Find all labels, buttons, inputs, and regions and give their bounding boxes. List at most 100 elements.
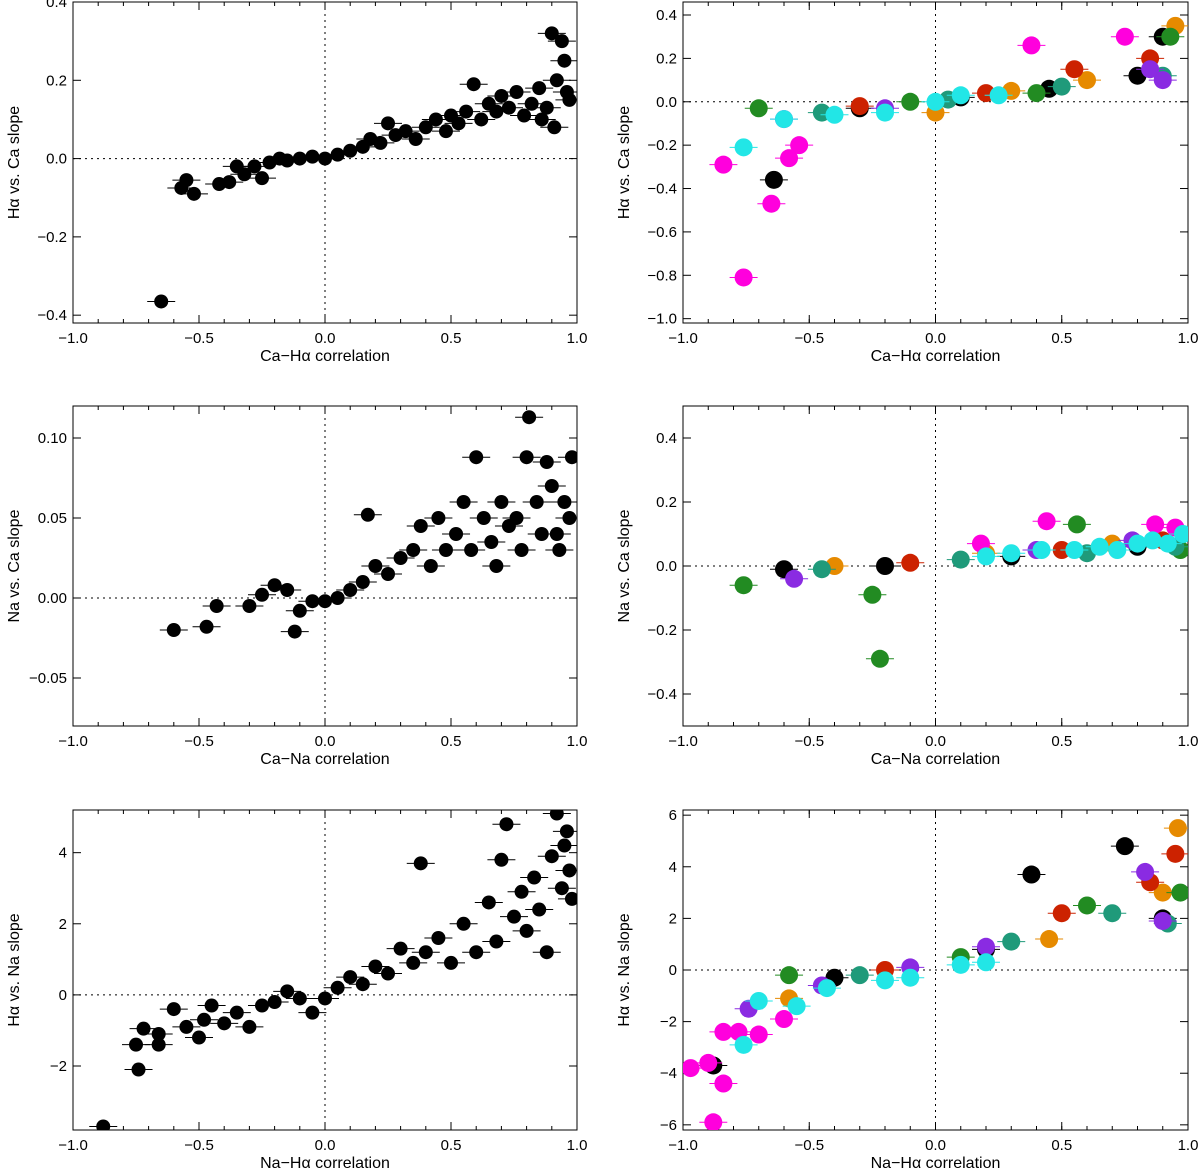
data-point-all-stars bbox=[431, 511, 446, 525]
data-point-all-stars bbox=[393, 941, 408, 956]
data-point-orange bbox=[1040, 930, 1059, 949]
data-point-all-stars bbox=[539, 455, 554, 469]
data-point-all-stars bbox=[509, 511, 524, 525]
data-point-all-stars bbox=[474, 112, 489, 127]
x-tick-label: 0.5 bbox=[441, 733, 462, 750]
data-point-purple bbox=[977, 937, 995, 956]
data-point-all-stars bbox=[406, 543, 421, 557]
data-point-all-stars bbox=[237, 167, 252, 182]
data-point-all-stars bbox=[438, 124, 453, 139]
data-point-all-stars bbox=[355, 977, 370, 992]
panel-na-ha-all: −1.0 −0.5 0.0 0.5 1.0 −2 0 2 4 Na−Hα correlation H… bbox=[6, 809, 587, 1168]
data-point-all-stars bbox=[509, 85, 524, 100]
data-point-black bbox=[876, 557, 894, 575]
data-point-all-stars bbox=[423, 559, 438, 573]
data-point-all-stars bbox=[501, 100, 516, 115]
data-point-all-stars bbox=[489, 934, 504, 949]
data-point-all-stars bbox=[431, 931, 446, 945]
y-tick-label: −2 bbox=[660, 1014, 677, 1031]
x-axis-title: Ca−Na correlation bbox=[260, 751, 389, 768]
data-point-cyan bbox=[1002, 544, 1021, 563]
data-points bbox=[709, 16, 1188, 287]
y-tick-label: 0 bbox=[59, 987, 67, 1004]
data-point-all-stars bbox=[517, 108, 532, 123]
data-point-all-stars bbox=[464, 543, 479, 557]
data-point-green bbox=[1171, 883, 1188, 902]
data-point-all-stars bbox=[418, 945, 433, 960]
data-point-all-stars bbox=[494, 88, 509, 103]
y-tick-label: 4 bbox=[669, 859, 677, 876]
data-point-all-stars bbox=[532, 81, 547, 96]
data-point-cyan bbox=[775, 110, 793, 129]
y-axis-title: Na vs. Ca slope bbox=[6, 509, 23, 622]
y-axis-title: Hα vs. Na slope bbox=[6, 913, 23, 1026]
data-point-all-stars bbox=[539, 945, 554, 960]
data-point-all-stars bbox=[255, 171, 269, 186]
data-point-all-stars bbox=[418, 120, 433, 135]
data-point-all-stars bbox=[456, 916, 471, 931]
data-point-cyan bbox=[876, 971, 894, 990]
data-point-magenta bbox=[734, 268, 753, 287]
data-point-all-stars bbox=[305, 149, 320, 164]
data-point-all-stars bbox=[544, 26, 559, 41]
x-tick-label: −0.5 bbox=[794, 733, 824, 750]
data-point-all-stars bbox=[547, 120, 562, 135]
x-tick-label: −1.0 bbox=[58, 330, 88, 347]
y-axis-title: Hα vs. Ca slope bbox=[6, 106, 23, 219]
data-point-all-stars bbox=[247, 159, 262, 174]
data-point-all-stars bbox=[562, 92, 577, 107]
data-point-all-stars bbox=[96, 1119, 111, 1130]
data-point-all-stars bbox=[476, 511, 491, 525]
x-tick-label: 0.5 bbox=[1051, 330, 1072, 347]
data-point-all-stars bbox=[499, 817, 514, 832]
data-point-cyan bbox=[951, 86, 970, 105]
data-point-all-stars bbox=[292, 151, 307, 166]
data-point-all-stars bbox=[527, 870, 542, 885]
data-point-cyan bbox=[1065, 541, 1084, 559]
y-tick-label: 0.05 bbox=[38, 510, 67, 527]
x-tick-label: 0.5 bbox=[441, 1137, 462, 1154]
data-point-magenta bbox=[775, 1010, 793, 1029]
y-tick-label: 2 bbox=[669, 910, 677, 927]
y-tick-label: 4 bbox=[59, 845, 67, 862]
x-tick-label: 0.5 bbox=[441, 330, 462, 347]
data-points bbox=[729, 512, 1188, 668]
data-points bbox=[89, 810, 577, 1130]
data-point-all-stars bbox=[197, 1012, 212, 1027]
data-point-red bbox=[850, 97, 869, 116]
data-point-all-stars bbox=[330, 980, 345, 995]
y-tick-label: −1.0 bbox=[647, 311, 677, 328]
data-point-purple bbox=[785, 569, 804, 588]
y-tick-label: 0.10 bbox=[38, 430, 67, 447]
x-tick-label: −0.5 bbox=[184, 330, 214, 347]
data-point-all-stars bbox=[166, 623, 181, 637]
data-point-cyan bbox=[1090, 537, 1109, 556]
data-point-all-stars bbox=[524, 96, 539, 111]
data-point-all-stars bbox=[287, 624, 302, 639]
data-point-cyan bbox=[1158, 534, 1177, 553]
data-point-all-stars bbox=[131, 1062, 146, 1077]
data-point-all-stars bbox=[466, 77, 481, 92]
data-point-green bbox=[1161, 27, 1180, 46]
x-tick-label: −1.0 bbox=[668, 330, 698, 347]
data-point-all-stars bbox=[514, 543, 529, 557]
data-point-magenta bbox=[1115, 27, 1134, 46]
y-tick-label: −0.8 bbox=[647, 267, 677, 284]
data-point-all-stars bbox=[456, 495, 471, 509]
x-axis-title: Ca−Hα correlation bbox=[871, 348, 1001, 365]
data-point-cyan bbox=[734, 1035, 753, 1054]
data-point-teal bbox=[1052, 77, 1071, 96]
data-point-black bbox=[1022, 865, 1041, 884]
data-point-green bbox=[1027, 84, 1046, 103]
data-point-cyan bbox=[977, 953, 995, 972]
data-point-all-stars bbox=[255, 998, 269, 1013]
data-point-magenta bbox=[1146, 515, 1165, 534]
x-tick-label: −1.0 bbox=[668, 1137, 698, 1154]
y-tick-label: 6 bbox=[669, 807, 677, 824]
y-tick-label: −0.2 bbox=[647, 137, 677, 154]
data-point-all-stars bbox=[242, 599, 257, 613]
data-point-magenta bbox=[1037, 512, 1056, 531]
data-point-cyan bbox=[951, 955, 970, 974]
data-point-all-stars bbox=[562, 511, 577, 525]
data-point-magenta bbox=[749, 1025, 768, 1044]
